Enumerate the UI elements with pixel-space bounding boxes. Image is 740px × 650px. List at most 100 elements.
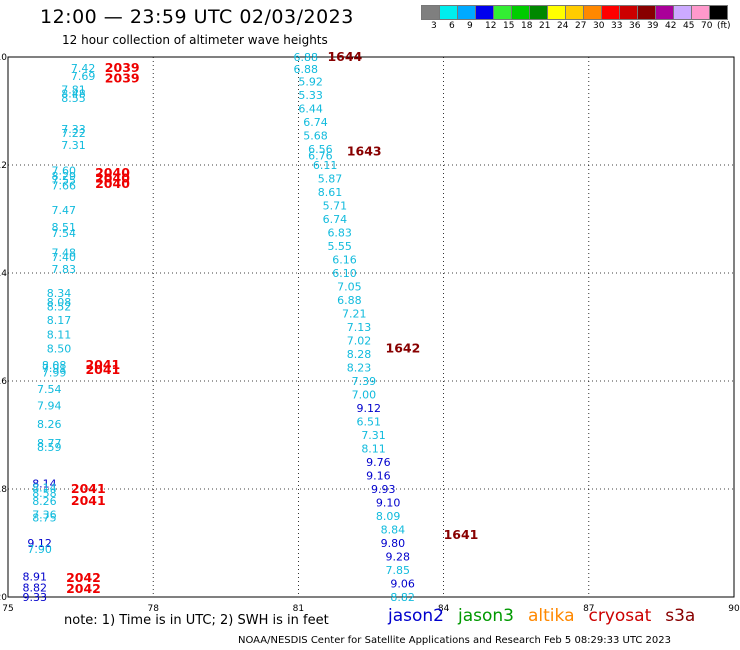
wave-height-label: 6.16 xyxy=(332,254,357,267)
wave-height-label: 8.09 xyxy=(376,510,401,523)
wave-height-label: 9.28 xyxy=(386,551,411,564)
wave-height-label: 8.51 xyxy=(52,221,76,234)
x-tick-label: 78 xyxy=(147,604,159,614)
wave-height-label: 8.11 xyxy=(361,443,386,456)
wave-height-label: 9.06 xyxy=(390,578,415,591)
wave-height-label: 7.40 xyxy=(52,251,76,264)
legend-label: 30 xyxy=(593,21,605,31)
color-legend xyxy=(421,5,728,24)
wave-height-label: 8.48 xyxy=(61,88,86,101)
wave-height-label: 7.31 xyxy=(361,429,386,442)
pass-time-label: 2041 xyxy=(85,357,120,372)
grid-lines xyxy=(8,57,734,597)
wave-height-label: 9.10 xyxy=(376,497,401,510)
legend-label: 18 xyxy=(521,21,533,31)
wave-height-label: 9.93 xyxy=(371,483,396,496)
pass-time-label: 2041 xyxy=(85,362,120,377)
legend-label: 12 xyxy=(485,21,497,31)
pass-time-label: 1643 xyxy=(347,144,382,159)
wave-height-label: 7.02 xyxy=(347,335,372,348)
pass-time-label: 2039 xyxy=(105,71,140,86)
wave-height-label: 7.54 xyxy=(37,383,62,396)
wave-height-label: 6.76 xyxy=(308,149,333,162)
wave-height-label: 8.75 xyxy=(32,512,57,525)
wave-height-label: 5.55 xyxy=(327,240,352,253)
wave-height-label: 9.80 xyxy=(381,537,406,550)
satellite-name: cryosat xyxy=(588,606,652,626)
satellite-name: s3a xyxy=(665,606,696,626)
wave-height-label: 5.87 xyxy=(318,173,343,186)
wave-height-label: 7.13 xyxy=(347,321,372,334)
axis-ticks: 75 78 81 84 87 90 -10 -12 -14 -16 -18 -20 xyxy=(0,53,740,614)
wave-height-label: 6.10 xyxy=(332,267,357,280)
pass-time-label: 1644 xyxy=(327,49,362,64)
y-tick-label: -12 xyxy=(0,161,7,171)
wave-height-label: 8.34 xyxy=(47,287,72,300)
wave-height-label: 8.11 xyxy=(47,329,72,342)
wave-height-label: 8.61 xyxy=(318,186,343,199)
wave-height-label: 7.31 xyxy=(61,139,86,152)
wave-height-label: 7.99 xyxy=(42,366,67,379)
pass-time-label: 1642 xyxy=(386,341,421,356)
satellite-name: jason3 xyxy=(458,606,514,626)
satellite-name: jason2 xyxy=(388,606,444,626)
wave-height-label: 5.92 xyxy=(298,75,323,88)
wave-height-label: 8.52 xyxy=(47,300,72,313)
wave-height-label: 5.71 xyxy=(323,200,348,213)
wave-height-label: 8.08 xyxy=(42,359,67,372)
pass-time-labels: 2039203920402040204020412041204120412042… xyxy=(66,49,478,596)
wave-height-label: 5.33 xyxy=(298,89,323,102)
legend-label: 24 xyxy=(557,21,569,31)
wave-height-label: 6.88 xyxy=(337,294,362,307)
satellite-legend: jason2 jason3 altika cryosat s3a xyxy=(388,606,709,626)
wave-height-label: 7.94 xyxy=(37,399,62,412)
wave-height-label: 8.50 xyxy=(47,343,72,356)
wave-height-label: 8.14 xyxy=(32,481,57,494)
legend-label: 33 xyxy=(611,21,623,31)
legend-label: 45 xyxy=(683,21,695,31)
y-tick-label: -10 xyxy=(0,53,7,63)
wave-height-label: 7.42 xyxy=(71,62,96,75)
legend-unit: (ft) xyxy=(717,21,731,31)
y-tick-label: -16 xyxy=(0,377,7,387)
legend-label: 21 xyxy=(539,21,551,31)
legend-label: 36 xyxy=(629,21,641,31)
x-tick-label: 84 xyxy=(438,604,450,614)
wave-height-label: 6.44 xyxy=(298,102,323,115)
wave-height-label: 7.54 xyxy=(52,227,76,240)
wave-height-label: 8.23 xyxy=(347,362,372,375)
wave-height-label: 8.77 xyxy=(37,437,62,450)
wave-height-label: 6.88 xyxy=(294,51,319,64)
wave-height-label: 8.55 xyxy=(61,92,86,105)
wave-height-label: 7.21 xyxy=(342,308,367,321)
plot-frame xyxy=(7,56,735,598)
wave-height-label: 8.28 xyxy=(347,348,372,361)
wave-height-label: 5.68 xyxy=(303,129,328,142)
wave-height-label: 7.66 xyxy=(52,180,76,193)
legend-label: 27 xyxy=(575,21,587,31)
wave-height-label: 8.84 xyxy=(381,524,406,537)
wave-height-label: 8.91 xyxy=(23,570,48,583)
wave-height-label: 6.11 xyxy=(313,159,338,172)
wave-height-label: 7.05 xyxy=(337,281,362,294)
pass-time-label: 2041 xyxy=(71,493,106,508)
wave-height-label: 6.51 xyxy=(356,416,381,429)
footnote: note: 1) Time is in UTC; 2) SWH is in fe… xyxy=(64,613,329,628)
legend-swatch xyxy=(709,5,728,20)
x-tick-label: 90 xyxy=(728,604,740,614)
x-tick-label: 81 xyxy=(293,604,304,614)
legend-label: 6 xyxy=(449,21,455,31)
legend-label: 15 xyxy=(503,21,515,31)
wave-height-label: 8.82 xyxy=(390,591,415,604)
wave-height-label: 8.59 xyxy=(37,441,62,454)
wave-height-label: 8.26 xyxy=(37,418,62,431)
wave-height-label: 7.83 xyxy=(52,263,76,276)
legend-label: 42 xyxy=(665,21,677,31)
wave-height-label: 7.00 xyxy=(352,389,377,402)
wave-height-label: 6.74 xyxy=(323,213,348,226)
wave-height-label: 7.90 xyxy=(27,543,52,556)
wave-height-label: 7.55 xyxy=(52,174,76,187)
x-tick-label: 75 xyxy=(2,604,13,614)
pass-time-label: 1641 xyxy=(444,527,479,542)
